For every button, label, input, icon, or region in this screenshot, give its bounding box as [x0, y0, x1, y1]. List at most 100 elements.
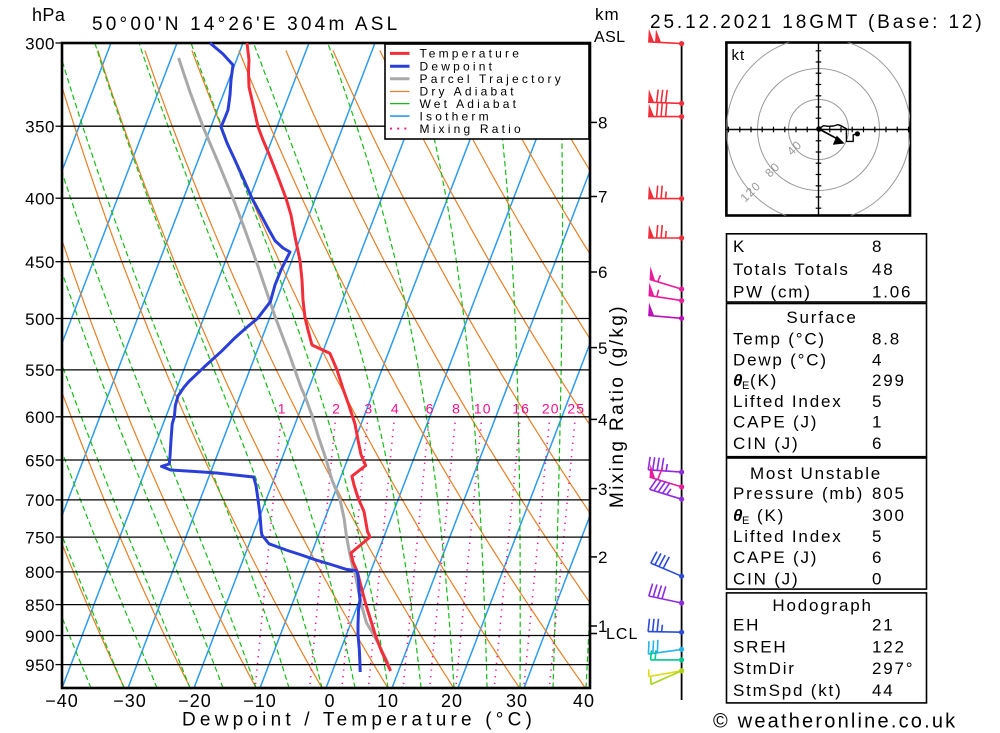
svg-text:4: 4 [872, 351, 883, 370]
svg-text:40: 40 [573, 691, 595, 711]
svg-text:350: 350 [25, 118, 55, 137]
svg-text:Temperature: Temperature [420, 47, 523, 61]
svg-text:© weatheronline.co.uk: © weatheronline.co.uk [713, 711, 957, 733]
svg-text:6: 6 [872, 548, 883, 567]
svg-text:300: 300 [872, 506, 906, 525]
svg-text:550: 550 [25, 361, 55, 380]
svg-text:CAPE (J): CAPE (J) [733, 548, 818, 567]
svg-text:10: 10 [474, 401, 492, 417]
svg-text:3: 3 [364, 401, 373, 417]
svg-text:20: 20 [441, 691, 463, 711]
svg-text:44: 44 [872, 681, 895, 700]
svg-text:25: 25 [567, 401, 585, 417]
svg-text:297°: 297° [872, 659, 914, 678]
svg-text:900: 900 [25, 627, 55, 646]
svg-text:Pressure (mb): Pressure (mb) [733, 484, 864, 503]
svg-text:600: 600 [25, 408, 55, 427]
svg-text:4: 4 [598, 411, 607, 430]
svg-text:16: 16 [512, 401, 530, 417]
svg-text:850: 850 [25, 596, 55, 615]
svg-text:6: 6 [598, 263, 607, 282]
svg-text:2: 2 [332, 401, 341, 417]
svg-text:EH: EH [733, 615, 760, 634]
svg-text:805: 805 [872, 484, 906, 503]
svg-text:SREH: SREH [733, 637, 787, 656]
svg-text:5: 5 [872, 527, 883, 546]
svg-text:Dewpoint: Dewpoint [420, 59, 496, 73]
svg-text:CAPE (J): CAPE (J) [733, 413, 818, 432]
svg-text:θ: θ [733, 371, 743, 390]
svg-text:StmSpd (kt): StmSpd (kt) [733, 681, 843, 700]
svg-text:Parcel Trajectory: Parcel Trajectory [420, 72, 564, 86]
svg-text:3: 3 [598, 480, 607, 499]
svg-text:650: 650 [25, 451, 55, 470]
svg-text:Totals Totals: Totals Totals [733, 260, 850, 279]
svg-text:6: 6 [872, 434, 883, 453]
svg-text:Lifted Index: Lifted Index [733, 392, 843, 411]
svg-text:Surface: Surface [786, 308, 857, 327]
svg-text:400: 400 [25, 190, 55, 209]
svg-text:21: 21 [872, 615, 895, 634]
svg-text:0: 0 [872, 569, 883, 588]
svg-text:950: 950 [25, 656, 55, 675]
svg-text:K: K [733, 237, 746, 256]
svg-text:7: 7 [598, 188, 607, 207]
svg-text:−40: −40 [45, 691, 79, 711]
svg-text:25.12.2021 18GMT (Base: 12): 25.12.2021 18GMT (Base: 12) [650, 12, 985, 33]
svg-text:Most Unstable: Most Unstable [750, 464, 882, 483]
svg-text:5: 5 [598, 339, 607, 358]
svg-text:Mixing Ratio (g/kg): Mixing Ratio (g/kg) [607, 304, 628, 508]
svg-text:ASL: ASL [594, 29, 625, 46]
svg-text:1: 1 [598, 617, 607, 636]
svg-text:5: 5 [872, 392, 883, 411]
svg-text:CIN (J): CIN (J) [733, 434, 799, 453]
svg-text:6: 6 [426, 401, 435, 417]
svg-text:10: 10 [377, 691, 399, 711]
svg-text:−30: −30 [113, 691, 147, 711]
svg-text:8: 8 [452, 401, 461, 417]
svg-text:Lifted Index: Lifted Index [733, 527, 843, 546]
svg-text:2: 2 [598, 548, 607, 567]
svg-text:450: 450 [25, 253, 55, 272]
svg-text:299: 299 [872, 371, 906, 390]
svg-text:Temp (°C): Temp (°C) [733, 330, 826, 349]
svg-text:(K): (K) [757, 506, 785, 525]
svg-text:km: km [595, 5, 620, 24]
svg-text:4: 4 [391, 401, 400, 417]
svg-text:E: E [742, 380, 749, 392]
svg-text:−20: −20 [178, 691, 212, 711]
svg-text:1: 1 [872, 413, 883, 432]
svg-text:8: 8 [872, 237, 883, 256]
svg-text:LCL: LCL [606, 626, 638, 643]
svg-text:48: 48 [872, 260, 895, 279]
svg-text:0: 0 [324, 691, 335, 711]
svg-text:Dewpoint / Temperature (°C): Dewpoint / Temperature (°C) [182, 709, 536, 730]
svg-text:1.06: 1.06 [872, 282, 912, 301]
svg-text:122: 122 [872, 637, 906, 656]
svg-text:750: 750 [25, 528, 55, 547]
svg-text:700: 700 [25, 491, 55, 510]
svg-text:Dewp (°C): Dewp (°C) [733, 351, 828, 370]
svg-text:800: 800 [25, 563, 55, 582]
svg-text:PW (cm): PW (cm) [733, 282, 812, 301]
svg-text:hPa: hPa [32, 5, 66, 25]
svg-text:Wet Adiabat: Wet Adiabat [420, 97, 520, 111]
svg-text:300: 300 [25, 34, 55, 53]
svg-text:30: 30 [506, 691, 528, 711]
svg-text:Isotherm: Isotherm [420, 109, 492, 123]
svg-text:500: 500 [25, 310, 55, 329]
svg-text:kt: kt [732, 47, 746, 64]
svg-text:20: 20 [542, 401, 560, 417]
svg-text:8.8: 8.8 [872, 330, 901, 349]
svg-text:E: E [742, 515, 749, 527]
svg-text:(K): (K) [750, 371, 778, 390]
svg-text:StmDir: StmDir [733, 659, 796, 678]
svg-text:8: 8 [598, 114, 607, 133]
svg-text:Dry Adiabat: Dry Adiabat [420, 85, 517, 99]
svg-text:1: 1 [278, 401, 287, 417]
svg-text:Mixing Ratio: Mixing Ratio [420, 122, 524, 136]
svg-text:θ: θ [733, 506, 743, 525]
svg-text:−10: −10 [243, 691, 277, 711]
svg-text:50°00'N 14°26'E 304m ASL: 50°00'N 14°26'E 304m ASL [92, 14, 400, 35]
svg-text:CIN (J): CIN (J) [733, 569, 799, 588]
